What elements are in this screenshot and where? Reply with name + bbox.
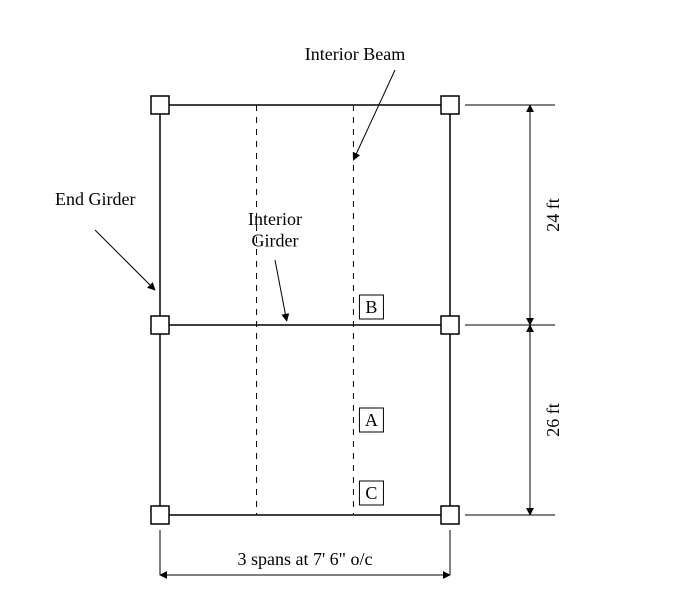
point-b-label: B — [365, 297, 377, 317]
end-girder-arrow — [95, 230, 155, 290]
column-6 — [441, 506, 459, 524]
point-a-label: A — [365, 410, 378, 430]
interior-beam-arrow — [353, 70, 395, 160]
column-1 — [151, 96, 169, 114]
dim-bottom-label: 3 spans at 7' 6" o/c — [237, 549, 372, 569]
column-4 — [441, 316, 459, 334]
point-c-label: C — [365, 483, 377, 503]
dim-right-bottom-label: 26 ft — [543, 403, 563, 437]
interior-beam-label: Interior Beam — [305, 44, 405, 64]
column-3 — [151, 316, 169, 334]
column-2 — [441, 96, 459, 114]
interior-girder-arrow — [275, 260, 287, 321]
end-girder-label: End Girder — [55, 189, 135, 209]
column-5 — [151, 506, 169, 524]
dim-right-top-label: 24 ft — [543, 198, 563, 232]
interior-girder-label: InteriorGirder — [248, 209, 302, 251]
